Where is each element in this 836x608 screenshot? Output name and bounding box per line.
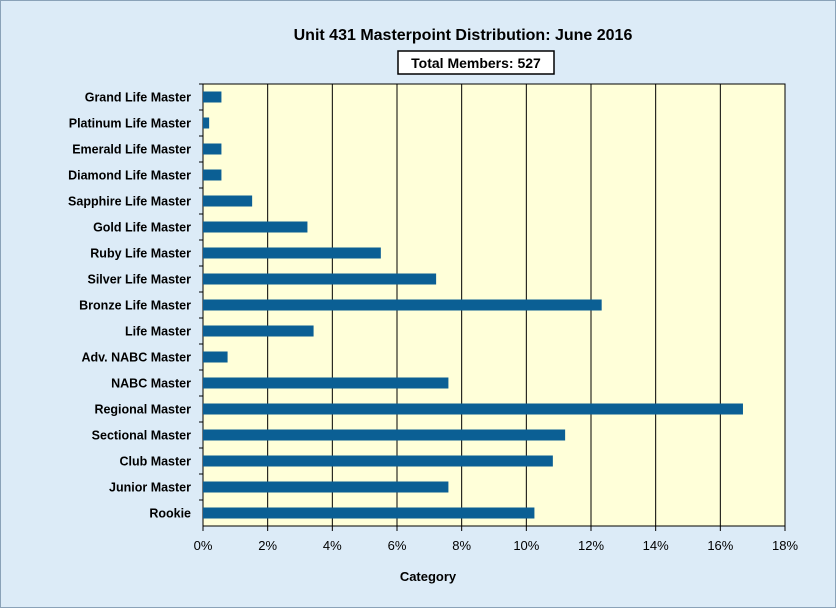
total-members-box — [397, 50, 555, 75]
bar — [203, 429, 566, 441]
bar — [203, 507, 535, 519]
category-label: Sectional Master — [92, 429, 191, 443]
bar — [203, 117, 210, 129]
x-tick-label: 16% — [707, 538, 733, 553]
category-label: NABC Master — [111, 377, 191, 391]
category-label: Grand Life Master — [85, 91, 191, 105]
category-label: Bronze Life Master — [79, 299, 191, 313]
category-label: Diamond Life Master — [68, 169, 191, 183]
bar — [203, 351, 228, 363]
bar — [203, 143, 222, 155]
bar — [203, 403, 743, 415]
category-label: Ruby Life Master — [90, 247, 191, 261]
x-tick-label: 2% — [258, 538, 277, 553]
x-tick-label: 18% — [772, 538, 798, 553]
bar — [203, 455, 553, 467]
category-label: Junior Master — [109, 481, 191, 495]
x-tick-labels: 0% 2% 4% 6% 8% 10% 12% 14% 16% 18% — [194, 538, 799, 553]
bar — [203, 221, 308, 233]
bar — [203, 91, 222, 103]
category-label: Rookie — [149, 507, 191, 521]
x-tick-label: 6% — [388, 538, 407, 553]
bar — [203, 195, 253, 207]
x-tick-label: 12% — [578, 538, 604, 553]
bar — [203, 377, 449, 389]
bar — [203, 325, 314, 337]
x-tick-label: 14% — [643, 538, 669, 553]
x-tick-label: 0% — [194, 538, 213, 553]
x-tick-label: 4% — [323, 538, 342, 553]
bars — [203, 91, 743, 519]
bar — [203, 247, 381, 259]
x-tick-label: 10% — [513, 538, 539, 553]
category-label: Emerald Life Master — [72, 143, 191, 157]
bar — [203, 299, 602, 311]
category-label: Sapphire Life Master — [68, 195, 191, 209]
category-label: Silver Life Master — [87, 273, 191, 287]
bar — [203, 273, 437, 285]
category-label: Club Master — [119, 455, 191, 469]
x-axis-title: Category — [400, 569, 457, 584]
x-tick-label: 8% — [452, 538, 471, 553]
category-label: Life Master — [125, 325, 191, 339]
bar — [203, 169, 222, 181]
category-label: Gold Life Master — [93, 221, 191, 235]
category-labels: Grand Life Master Platinum Life Master Eme… — [68, 83, 203, 521]
category-label: Regional Master — [94, 403, 191, 417]
category-label: Platinum Life Master — [69, 117, 191, 131]
chart-title: Unit 431 Masterpoint Distribution: June … — [294, 27, 633, 44]
category-label: Adv. NABC Master — [81, 351, 191, 365]
total-members-label: Total Members: 527 — [411, 55, 541, 71]
bar — [203, 481, 449, 493]
